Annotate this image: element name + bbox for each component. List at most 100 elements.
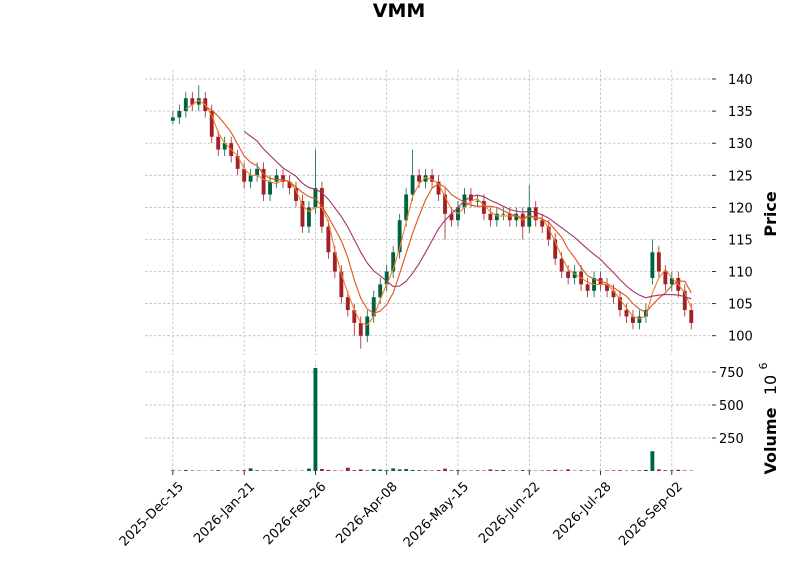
candle-body (216, 136, 221, 150)
candle-body (190, 98, 195, 105)
y-tick-label: 110 (728, 266, 753, 281)
candle-body (287, 181, 292, 189)
candle-body (177, 111, 182, 118)
candle-body (469, 194, 473, 201)
volume-tick-label: 500 (719, 399, 744, 414)
candle-body (196, 98, 201, 105)
volume-tick-label: 750 (719, 366, 744, 381)
x-tick-label: 2026-Jan-21 (191, 479, 258, 546)
candle-body (572, 271, 577, 278)
candle-body (585, 284, 590, 291)
volume-bar (643, 469, 648, 471)
volume-bar (345, 467, 350, 471)
volume-bar (488, 469, 493, 471)
volume-bar (430, 470, 435, 471)
candle-body (436, 181, 441, 195)
candle-body (358, 322, 363, 336)
volume-bar (501, 469, 506, 471)
volume-bar (650, 451, 655, 471)
candle-body (209, 111, 214, 137)
candle-body (430, 175, 435, 182)
volume-bar (540, 470, 545, 471)
volume-bar (423, 470, 428, 471)
candle-body (488, 213, 493, 221)
candle-body (339, 271, 344, 298)
candle-body (605, 284, 609, 291)
candle-body (268, 181, 273, 195)
candle-body (631, 316, 635, 323)
volume-bar (216, 470, 221, 471)
candle-body (643, 310, 648, 317)
volume-bar (397, 469, 402, 471)
candle-body (365, 316, 370, 336)
candle-body (533, 207, 538, 221)
candle-body (682, 290, 687, 311)
volume-bar (676, 469, 681, 471)
volume-bar (494, 470, 499, 471)
volume-bar (553, 469, 558, 471)
y-tick-label: 100 (728, 330, 753, 345)
volume-bar (352, 470, 357, 471)
candle-body (656, 252, 661, 272)
volume-bar (682, 470, 687, 471)
volume-bar (566, 469, 571, 471)
candle-body (222, 143, 227, 150)
volume-bar (456, 470, 460, 471)
volume-bar (585, 470, 590, 471)
volume-bar (410, 469, 415, 471)
volume-bar (559, 470, 564, 471)
candle-body (553, 239, 558, 259)
volume-bar (281, 470, 285, 471)
candle-body (624, 310, 629, 317)
candle-body (443, 194, 447, 214)
chart-title: VMM (373, 0, 426, 22)
volume-bar (546, 470, 551, 471)
volume-bar (656, 469, 661, 471)
candle-body (378, 284, 383, 298)
candle-body (294, 188, 298, 201)
y-tick-label: 125 (728, 169, 753, 184)
candle-body (404, 194, 409, 221)
volume-bar (242, 470, 247, 471)
candle-body (261, 168, 266, 195)
volume-bar (378, 469, 383, 471)
volume-bar (183, 469, 188, 471)
candle-body (397, 220, 402, 253)
candle-body (637, 316, 642, 323)
candle-body (417, 175, 422, 182)
x-tick-label: 2026-Jun-22 (476, 479, 543, 546)
volume-bar (611, 470, 616, 471)
y-axis-label: Price (761, 191, 780, 237)
volume-bar (170, 470, 175, 471)
candle-body (663, 271, 668, 285)
candle-body (248, 175, 253, 182)
volume-bar (618, 470, 622, 471)
volume-bar (307, 468, 311, 471)
volume-bar (391, 468, 396, 471)
candle-body (326, 226, 331, 253)
candle-body (423, 175, 428, 182)
x-tick-label: 2026-May-15 (401, 479, 472, 550)
volume-bar (449, 470, 454, 471)
volume-bar (384, 470, 389, 471)
volume-bar (319, 469, 324, 471)
candle-body (410, 175, 415, 195)
volume-bar (326, 469, 331, 471)
volume-bar (371, 469, 376, 471)
candle-body (689, 310, 694, 323)
volume-bar (404, 469, 409, 471)
candle-body (546, 226, 551, 240)
volume-bar (579, 470, 584, 471)
candle-body (183, 98, 188, 112)
volume-bar (248, 468, 253, 471)
volume-bar (514, 470, 519, 471)
candle-body (566, 271, 571, 278)
volume-bar (274, 470, 279, 471)
candle-body (540, 220, 545, 227)
candle-body (255, 168, 260, 176)
candle-body (170, 117, 175, 121)
candle-body (669, 277, 674, 285)
volume-bar (313, 368, 318, 471)
volume-bar (255, 470, 260, 471)
x-tick-label: 2026-Apr-08 (333, 479, 400, 546)
